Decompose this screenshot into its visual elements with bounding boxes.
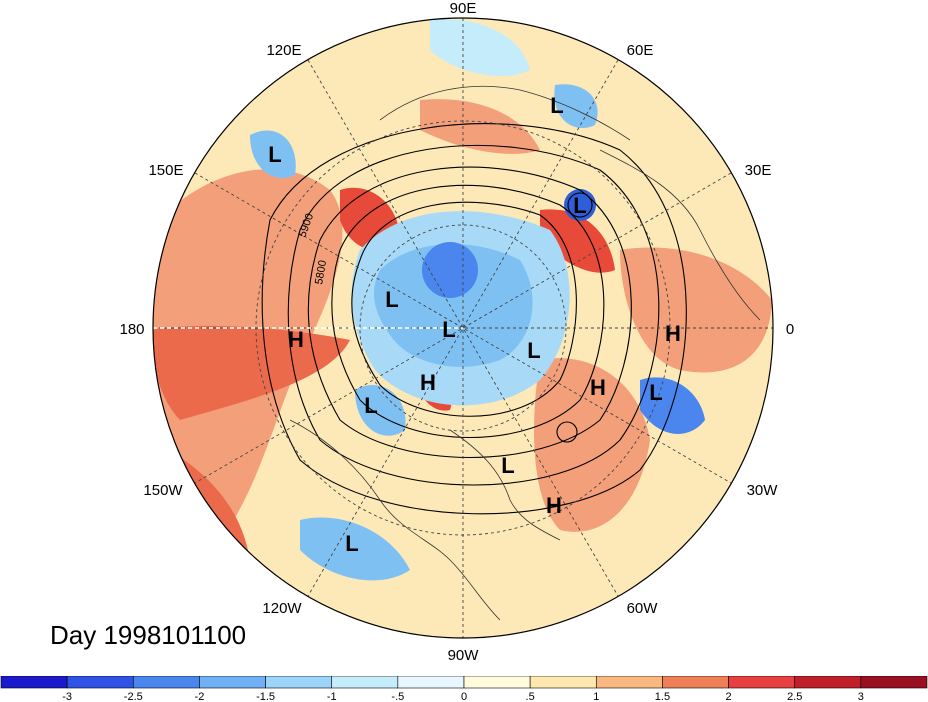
colorbar-box bbox=[595, 676, 663, 689]
colorbar-tick-label: 0 bbox=[461, 691, 467, 702]
lon-label-30e: 30E bbox=[745, 162, 772, 179]
cool-core-arctic bbox=[374, 243, 533, 367]
lon-label-30w: 30W bbox=[747, 482, 779, 499]
warm-region-europe bbox=[620, 247, 772, 373]
colorbar-box bbox=[132, 676, 200, 689]
lon-label-90e: 90E bbox=[450, 0, 477, 17]
pressure-center-low: L bbox=[649, 380, 662, 405]
contour-5800 bbox=[287, 144, 660, 486]
colorbar-box bbox=[794, 676, 862, 689]
pressure-centers: L L L L L L L L L L H H H H H bbox=[268, 93, 681, 556]
coast-north-america-west bbox=[289, 419, 501, 621]
colorbar-box bbox=[529, 676, 597, 689]
colorbar-tick-label: -2.5 bbox=[124, 691, 143, 702]
coast-asia-north bbox=[379, 85, 631, 141]
colorbar-box bbox=[0, 676, 68, 689]
colorbar-tick-label: -3 bbox=[62, 691, 72, 702]
lon-label-150e: 150E bbox=[148, 162, 183, 179]
colorbar-box bbox=[66, 676, 134, 689]
cool-core-alaska bbox=[355, 384, 406, 436]
contour-label-5800: 5800 bbox=[313, 259, 329, 285]
pressure-center-low: L bbox=[501, 453, 514, 478]
colorbar-boxes bbox=[0, 676, 928, 689]
lon-label-180: 180 bbox=[119, 321, 144, 338]
pressure-center-low: L bbox=[345, 531, 358, 556]
colorbar-box bbox=[662, 676, 729, 689]
meridian-120e-60w bbox=[307, 59, 619, 597]
lon-label-60w: 60W bbox=[627, 600, 659, 617]
height-contours bbox=[261, 123, 687, 515]
colorbar-ticks: -3 -2.5 -2 -1.5 -1 -.5 0 .5 1 1.5 2 2.5 3 bbox=[62, 691, 864, 702]
cool-core-ural bbox=[554, 84, 598, 129]
lon-label-120w: 120W bbox=[262, 600, 302, 617]
colorbar-tick-label: 3 bbox=[858, 691, 864, 702]
colorbar-box bbox=[860, 676, 928, 689]
map-border bbox=[152, 17, 774, 639]
pressure-center-high: H bbox=[546, 493, 562, 518]
lon-label-120e: 120E bbox=[266, 42, 301, 59]
coast-north-america-east bbox=[449, 429, 561, 541]
meridian-30e-150w bbox=[194, 172, 732, 484]
colorbar-box bbox=[199, 676, 266, 689]
cool-region-north bbox=[430, 19, 530, 77]
colorbar-tick-label: 2.5 bbox=[787, 691, 802, 702]
pressure-center-low: L bbox=[573, 193, 586, 218]
contour-small-atlantic bbox=[556, 421, 578, 443]
graticule bbox=[153, 18, 773, 638]
cool-core-eastpacific bbox=[300, 517, 410, 581]
lon-label-60e: 60E bbox=[627, 42, 654, 59]
latitude-circle-60 bbox=[359, 224, 567, 432]
lon-label-90w: 90W bbox=[448, 647, 480, 664]
colorbar-tick-label: -1.5 bbox=[256, 691, 275, 702]
colorbar-tick-label: 1 bbox=[593, 691, 599, 702]
meridian-150e-30w bbox=[194, 172, 732, 484]
lon-label-0: 0 bbox=[786, 321, 794, 338]
contour-5600 bbox=[331, 184, 605, 438]
pressure-center-low: L bbox=[268, 142, 281, 167]
colorbar-box bbox=[397, 676, 465, 689]
map-title: Day 1998101100 bbox=[50, 620, 247, 650]
pressure-center-low: L bbox=[364, 393, 377, 418]
colorbar-tick-label: -1 bbox=[327, 691, 337, 702]
contour-5900 bbox=[261, 123, 687, 515]
pressure-center-low: L bbox=[550, 93, 563, 118]
colorbar-tick-label: .5 bbox=[526, 691, 535, 702]
pressure-center-high: H bbox=[420, 370, 436, 395]
colorbar-box bbox=[331, 676, 399, 689]
colorbar-tick-label: -.5 bbox=[391, 691, 404, 702]
pressure-center-low: L bbox=[527, 338, 540, 363]
warm-core-pacific bbox=[153, 325, 350, 420]
pressure-center-high: H bbox=[590, 375, 606, 400]
contour-small-scandinavia bbox=[567, 192, 593, 218]
cool-core-westpacific bbox=[250, 130, 296, 179]
lon-label-150w: 150W bbox=[143, 482, 183, 499]
coast-eurasia bbox=[599, 149, 761, 321]
pressure-center-low: L bbox=[385, 287, 398, 312]
warm-core-scandinavia bbox=[540, 209, 615, 273]
coastlines bbox=[289, 85, 761, 621]
warm-region-asia bbox=[420, 99, 540, 154]
colorbar-tick-label: -2 bbox=[195, 691, 205, 702]
pressure-center-high: H bbox=[665, 321, 681, 346]
pressure-center-low: L bbox=[442, 317, 455, 342]
cool-core-siberia bbox=[422, 242, 478, 298]
colorbar-box bbox=[728, 676, 796, 689]
colorbar-box bbox=[265, 676, 333, 689]
meridian-60e-120w bbox=[307, 59, 619, 597]
colorbar: -3 -2.5 -2 -1.5 -1 -.5 0 .5 1 1.5 2 2.5 3 bbox=[0, 676, 928, 702]
contour-5700 bbox=[307, 166, 632, 459]
contour-5500 bbox=[351, 201, 577, 417]
colorbar-tick-label: 2 bbox=[726, 691, 732, 702]
pressure-center-high: H bbox=[288, 327, 304, 352]
colorbar-tick-label: 1.5 bbox=[655, 691, 670, 702]
colorbar-box bbox=[463, 676, 531, 689]
warm-region-atlantic bbox=[534, 358, 650, 532]
